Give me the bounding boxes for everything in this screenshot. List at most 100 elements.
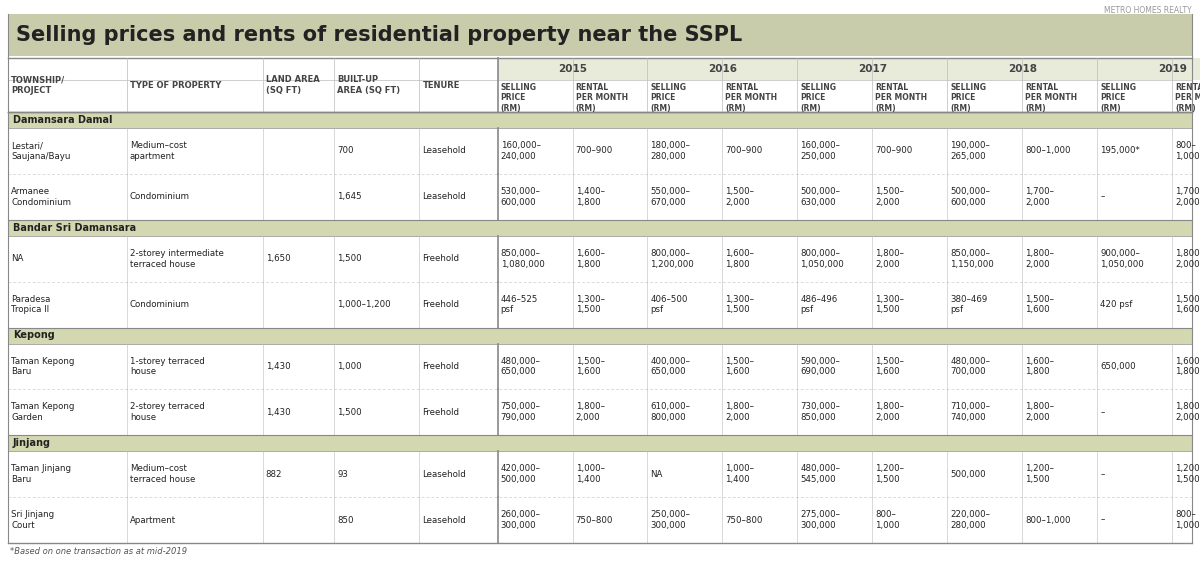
Text: 1,645: 1,645 bbox=[337, 192, 362, 201]
Bar bbox=[8, 389, 1192, 435]
Text: 420 psf: 420 psf bbox=[1100, 300, 1133, 309]
Text: SELLING
PRICE
(RM): SELLING PRICE (RM) bbox=[950, 83, 986, 113]
Text: 1,430: 1,430 bbox=[265, 408, 290, 417]
Text: 1,500: 1,500 bbox=[337, 254, 362, 263]
Text: 2019: 2019 bbox=[1158, 64, 1187, 74]
Text: 800–
1,000: 800– 1,000 bbox=[1175, 510, 1200, 530]
Text: 610,000–
800,000: 610,000– 800,000 bbox=[650, 402, 690, 422]
Text: 500,000–
630,000: 500,000– 630,000 bbox=[800, 187, 840, 207]
Text: –: – bbox=[1100, 192, 1104, 201]
Text: LAND AREA
(SQ FT): LAND AREA (SQ FT) bbox=[265, 75, 319, 95]
Text: 160,000–
240,000: 160,000– 240,000 bbox=[500, 141, 540, 161]
Text: RENTAL
PER MONTH
(RM): RENTAL PER MONTH (RM) bbox=[1175, 83, 1200, 113]
Text: Freehold: Freehold bbox=[422, 300, 460, 309]
Text: 2018: 2018 bbox=[1008, 64, 1037, 74]
Text: Leasehold: Leasehold bbox=[422, 515, 466, 524]
Text: 1,500: 1,500 bbox=[337, 408, 362, 417]
Text: 500,000: 500,000 bbox=[950, 470, 986, 479]
Text: Jinjang: Jinjang bbox=[13, 438, 50, 448]
Text: 1,000: 1,000 bbox=[337, 362, 362, 371]
Text: 1,300–
1,500: 1,300– 1,500 bbox=[726, 295, 755, 315]
Bar bbox=[8, 435, 1192, 451]
Text: Medium–cost
terraced house: Medium–cost terraced house bbox=[130, 464, 196, 484]
Text: TENURE: TENURE bbox=[422, 80, 460, 89]
Text: 1,800–
2,000: 1,800– 2,000 bbox=[875, 402, 905, 422]
Text: Leasehold: Leasehold bbox=[422, 146, 466, 155]
Text: 530,000–
600,000: 530,000– 600,000 bbox=[500, 187, 540, 207]
Text: SELLING
PRICE
(RM): SELLING PRICE (RM) bbox=[650, 83, 686, 113]
Text: 260,000–
300,000: 260,000– 300,000 bbox=[500, 510, 540, 530]
Text: 500,000–
600,000: 500,000– 600,000 bbox=[950, 187, 990, 207]
Text: 800,000–
1,050,000: 800,000– 1,050,000 bbox=[800, 249, 844, 268]
Bar bbox=[8, 344, 1192, 389]
Text: 420,000–
500,000: 420,000– 500,000 bbox=[500, 464, 540, 484]
Text: RENTAL
PER MONTH
(RM): RENTAL PER MONTH (RM) bbox=[726, 83, 778, 113]
Text: 1,650: 1,650 bbox=[265, 254, 290, 263]
Text: 1,800–
2,000: 1,800– 2,000 bbox=[1025, 249, 1055, 268]
Text: 1,600–
1,800: 1,600– 1,800 bbox=[1175, 357, 1200, 376]
Text: 446–525
psf: 446–525 psf bbox=[500, 295, 538, 315]
Text: *Based on one transaction as at mid-2019: *Based on one transaction as at mid-2019 bbox=[10, 547, 187, 556]
Text: TOWNSHIP/
PROJECT: TOWNSHIP/ PROJECT bbox=[11, 75, 65, 95]
Bar bbox=[947, 58, 1097, 80]
Text: 2-storey intermediate
terraced house: 2-storey intermediate terraced house bbox=[130, 249, 224, 268]
Text: 1,200–
1,500: 1,200– 1,500 bbox=[875, 464, 905, 484]
Text: Leasehold: Leasehold bbox=[422, 192, 466, 201]
Bar bbox=[8, 451, 1192, 497]
Text: 250,000–
300,000: 250,000– 300,000 bbox=[650, 510, 690, 530]
Text: 882: 882 bbox=[265, 470, 282, 479]
Text: 750–800: 750–800 bbox=[576, 515, 613, 524]
Text: METRO HOMES REALTY: METRO HOMES REALTY bbox=[1104, 6, 1192, 15]
Bar bbox=[8, 58, 1192, 112]
Bar bbox=[8, 14, 1192, 56]
Text: 1,200–
1,500: 1,200– 1,500 bbox=[1175, 464, 1200, 484]
Text: –: – bbox=[1100, 470, 1104, 479]
Text: 1,800–
2,000: 1,800– 2,000 bbox=[1025, 402, 1055, 422]
Text: 750–800: 750–800 bbox=[726, 515, 763, 524]
Bar bbox=[8, 497, 1192, 543]
Text: Freehold: Freehold bbox=[422, 362, 460, 371]
Text: Leasehold: Leasehold bbox=[422, 470, 466, 479]
Text: 850,000–
1,080,000: 850,000– 1,080,000 bbox=[500, 249, 545, 268]
Text: Kepong: Kepong bbox=[13, 331, 55, 341]
Text: 1,500–
1,600: 1,500– 1,600 bbox=[1175, 295, 1200, 315]
Text: 730,000–
850,000: 730,000– 850,000 bbox=[800, 402, 840, 422]
Text: 800–1,000: 800–1,000 bbox=[1025, 146, 1070, 155]
Text: 1,000–
1,400: 1,000– 1,400 bbox=[726, 464, 755, 484]
Bar bbox=[648, 58, 797, 80]
Text: 1,300–
1,500: 1,300– 1,500 bbox=[576, 295, 605, 315]
Text: 900,000–
1,050,000: 900,000– 1,050,000 bbox=[1100, 249, 1144, 268]
Text: 1,000–1,200: 1,000–1,200 bbox=[337, 300, 391, 309]
Text: 406–500
psf: 406–500 psf bbox=[650, 295, 688, 315]
Text: 1,400–
1,800: 1,400– 1,800 bbox=[576, 187, 605, 207]
Text: 1,600–
1,800: 1,600– 1,800 bbox=[1025, 357, 1055, 376]
Text: 800–
1,000: 800– 1,000 bbox=[875, 510, 900, 530]
Text: 1,500–
1,600: 1,500– 1,600 bbox=[576, 357, 605, 376]
Text: 480,000–
650,000: 480,000– 650,000 bbox=[500, 357, 540, 376]
Text: 1,700–
2,000: 1,700– 2,000 bbox=[1175, 187, 1200, 207]
Text: 1,800–
2,000: 1,800– 2,000 bbox=[875, 249, 905, 268]
Text: Selling prices and rents of residential property near the SSPL: Selling prices and rents of residential … bbox=[16, 25, 743, 45]
Text: 220,000–
280,000: 220,000– 280,000 bbox=[950, 510, 990, 530]
Text: 1,430: 1,430 bbox=[265, 362, 290, 371]
Text: Freehold: Freehold bbox=[422, 254, 460, 263]
Text: Condominium: Condominium bbox=[130, 192, 190, 201]
Text: Sri Jinjang
Court: Sri Jinjang Court bbox=[11, 510, 54, 530]
Text: 380–469
psf: 380–469 psf bbox=[950, 295, 988, 315]
Text: 2017: 2017 bbox=[858, 64, 887, 74]
Bar bbox=[8, 174, 1192, 220]
Text: Armanee
Condominium: Armanee Condominium bbox=[11, 187, 71, 207]
Text: 800–
1,000: 800– 1,000 bbox=[1175, 141, 1200, 161]
Text: 1-storey terraced
house: 1-storey terraced house bbox=[130, 357, 205, 376]
Bar bbox=[1097, 58, 1200, 80]
Text: Taman Jinjang
Baru: Taman Jinjang Baru bbox=[11, 464, 71, 484]
Text: 1,800–
2,000: 1,800– 2,000 bbox=[1175, 402, 1200, 422]
Text: 1,500–
2,000: 1,500– 2,000 bbox=[726, 187, 755, 207]
Text: 1,600–
1,800: 1,600– 1,800 bbox=[726, 249, 755, 268]
Text: 195,000*: 195,000* bbox=[1100, 146, 1140, 155]
Text: 700: 700 bbox=[337, 146, 354, 155]
Text: 160,000–
250,000: 160,000– 250,000 bbox=[800, 141, 840, 161]
Text: –: – bbox=[1100, 408, 1104, 417]
Text: 1,500–
1,600: 1,500– 1,600 bbox=[1025, 295, 1055, 315]
Text: Taman Kepong
Baru: Taman Kepong Baru bbox=[11, 357, 74, 376]
